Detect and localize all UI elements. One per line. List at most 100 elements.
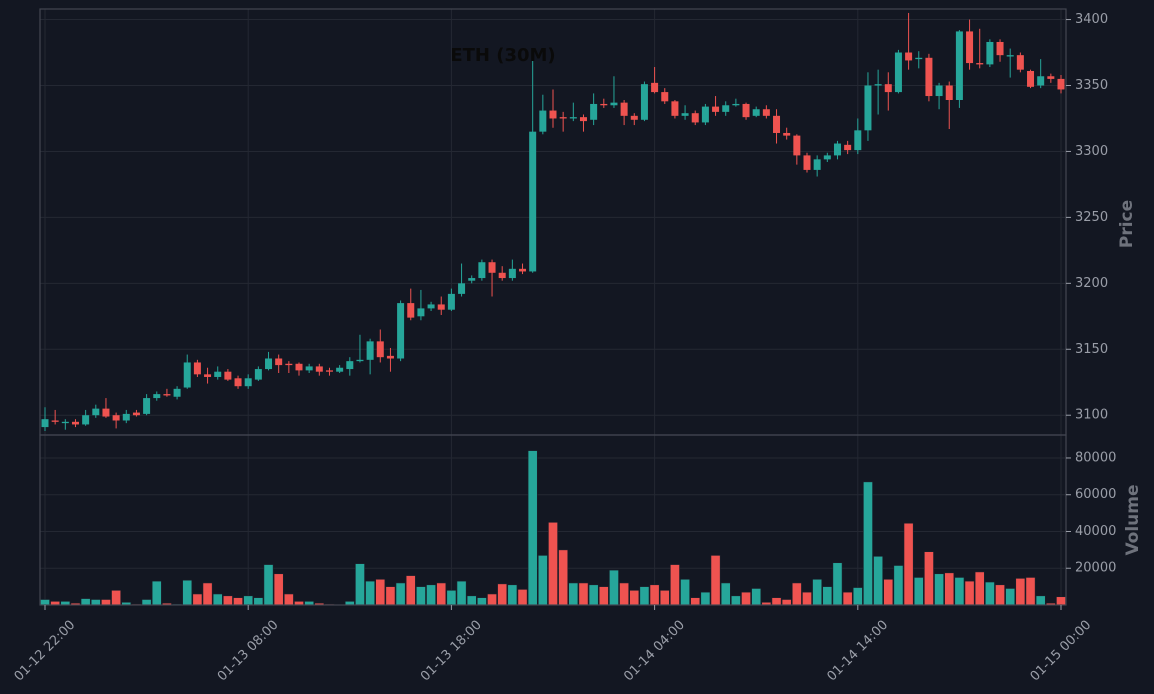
candle-body xyxy=(742,103,750,118)
candle-body xyxy=(722,105,730,112)
candle-body xyxy=(773,115,781,133)
volume-bar xyxy=(842,591,853,606)
candle-body xyxy=(447,293,455,310)
candle-body xyxy=(681,113,689,116)
candle-body xyxy=(61,421,69,424)
volume-bar xyxy=(101,599,111,606)
candle-body xyxy=(386,355,394,359)
volume-bar xyxy=(680,578,690,606)
volume-bar xyxy=(578,582,589,606)
candle-body xyxy=(894,52,902,93)
marks-layer xyxy=(40,12,1066,606)
candle-body xyxy=(336,367,344,372)
volume-bar xyxy=(781,599,792,606)
candle-body xyxy=(41,419,49,428)
candle-body xyxy=(671,101,679,116)
candle-body xyxy=(437,304,445,310)
volume-bar xyxy=(476,597,487,606)
candle-body xyxy=(762,109,770,116)
volume-bar xyxy=(639,586,650,606)
volume-bar xyxy=(720,582,731,606)
y-tick-label: 3350 xyxy=(1075,78,1108,93)
candle-body xyxy=(112,415,120,421)
candle-body xyxy=(630,115,638,120)
volume-bar xyxy=(375,578,386,606)
candle-body xyxy=(1037,76,1045,86)
volume-bar xyxy=(558,549,569,606)
candle-body xyxy=(458,283,466,294)
candle-body xyxy=(935,85,943,97)
candle-body xyxy=(925,57,933,97)
candle-body xyxy=(488,262,496,273)
volume-bar xyxy=(924,551,934,606)
volume-axis-title: Volume xyxy=(1123,484,1143,555)
candle-body xyxy=(51,420,59,422)
volume-bar xyxy=(700,591,711,606)
candle-body xyxy=(884,84,892,93)
volume-bar xyxy=(527,450,538,606)
y2-tick-label: 40000 xyxy=(1075,524,1116,539)
volume-bar xyxy=(751,588,762,606)
volume-bar xyxy=(649,584,660,606)
volume-bar xyxy=(730,595,741,606)
y-axis-title: Price xyxy=(1117,200,1137,248)
candle-body xyxy=(508,268,516,279)
y-tick-label: 3150 xyxy=(1075,342,1108,357)
volume-bar xyxy=(263,564,274,606)
volume-bar xyxy=(974,571,985,606)
candle-body xyxy=(1027,70,1035,87)
volume-bar xyxy=(883,578,894,606)
candle-body xyxy=(71,421,79,425)
volume-bar xyxy=(426,584,436,606)
candle-body xyxy=(224,371,232,380)
candle-body xyxy=(193,362,201,375)
volume-bar xyxy=(832,562,843,606)
volume-bar xyxy=(690,597,701,606)
volume-bar xyxy=(791,582,802,606)
volume-bar xyxy=(588,584,599,606)
candle-body xyxy=(996,41,1004,56)
candle-body xyxy=(163,394,171,396)
candle-body xyxy=(427,304,435,309)
volume-bar xyxy=(385,586,396,606)
y-tick-label: 3100 xyxy=(1075,408,1108,423)
candle-body xyxy=(640,84,648,120)
candle-body xyxy=(905,52,913,61)
volume-bar xyxy=(487,593,497,606)
volume-bar xyxy=(548,521,558,606)
volume-bar xyxy=(822,586,833,606)
candle-body xyxy=(559,117,567,119)
y-tick-label: 3250 xyxy=(1075,210,1108,225)
candle-body xyxy=(651,82,659,93)
candle-body xyxy=(183,362,191,388)
candle-body xyxy=(1047,76,1055,79)
candle-body xyxy=(823,155,831,160)
volume-bar xyxy=(670,564,680,606)
candle-body xyxy=(691,113,699,123)
volume-bar xyxy=(863,481,873,606)
candle-body xyxy=(864,85,872,131)
volume-bar xyxy=(212,593,223,606)
volume-bar xyxy=(802,591,812,606)
candle-body xyxy=(732,103,740,106)
candle-body xyxy=(122,413,130,421)
candle-body xyxy=(397,303,405,359)
volume-bar xyxy=(1035,595,1046,606)
candle-body xyxy=(986,41,994,65)
candle-body xyxy=(701,106,709,123)
candle-body xyxy=(579,117,587,122)
candle-body xyxy=(793,135,801,156)
volume-bar xyxy=(416,586,426,606)
candle-body xyxy=(478,262,486,279)
volume-bar xyxy=(629,589,640,606)
candle-body xyxy=(844,144,852,151)
candle-body xyxy=(254,369,262,380)
candle-body xyxy=(92,408,100,416)
candle-body xyxy=(275,358,283,366)
candle-body xyxy=(803,155,811,170)
volume-bar xyxy=(710,555,721,606)
candle-body xyxy=(712,106,720,112)
volume-bar xyxy=(243,595,254,606)
volume-bar xyxy=(995,584,1005,606)
